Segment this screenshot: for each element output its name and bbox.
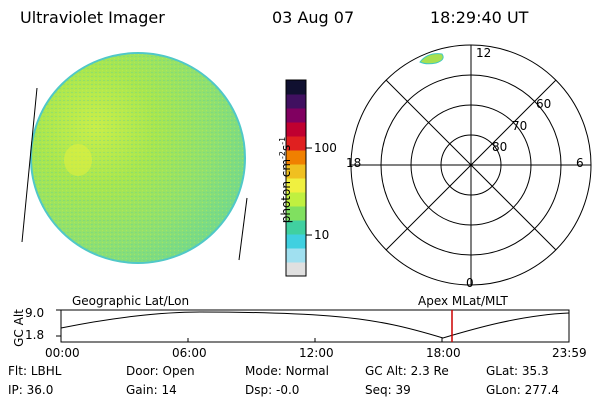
colorbar-tick-10: 10: [314, 228, 330, 242]
filter-value: LBHL: [30, 364, 62, 378]
colorbar-segment: [286, 192, 306, 207]
colorbar-segment: [286, 80, 306, 95]
colorbar-segment: [286, 248, 306, 263]
ip-info: IP: 36.0: [8, 383, 54, 397]
gain-value: 14: [161, 383, 177, 397]
glat-info: GLat: 35.3: [486, 364, 549, 378]
colorbar: [285, 79, 307, 277]
door-info: Door: Open: [126, 364, 195, 378]
polar-diag-2: [385, 79, 557, 251]
colorbar-segment: [286, 164, 306, 179]
colorbar-segment: [286, 178, 306, 193]
colorbar-segment: [286, 234, 306, 249]
colorbar-border: [285, 79, 307, 277]
orbit-altitude-curve: [60, 311, 570, 339]
orbit-right-title: Apex MLat/MLT: [418, 294, 508, 308]
mlt-label-0: 0: [466, 276, 474, 290]
ip-value: 36.0: [26, 383, 54, 397]
lat-label-70: 70: [512, 119, 528, 133]
orbit-left-title: Geographic Lat/Lon: [72, 294, 190, 308]
colorbar-segment: [286, 94, 306, 109]
dsp-info: Dsp: -0.0: [245, 383, 300, 397]
disk-limb: [30, 52, 246, 264]
filter-info: Flt: LBHL: [8, 364, 62, 378]
fov-edge-left: [21, 87, 38, 243]
date-label: 03 Aug 07: [272, 8, 355, 27]
colorbar-tick-100: 100: [314, 141, 337, 155]
colorbar-segment: [286, 136, 306, 151]
gcalt-value: 2.3 Re: [410, 364, 449, 378]
xtick-0: 00:00: [45, 346, 80, 360]
xtick-1: 06:00: [172, 346, 207, 360]
lat-label-80: 80: [492, 140, 508, 154]
glon-value: 277.4: [524, 383, 559, 397]
colorbar-ticks: [306, 147, 312, 236]
mode-info: Mode: Normal: [245, 364, 329, 378]
orbit-ymin-label: 1.8: [25, 328, 45, 342]
mlt-label-18: 18: [346, 156, 362, 170]
disk-speckle: [31, 53, 245, 263]
fov-edge-right: [238, 197, 248, 261]
colorbar-segment: [286, 206, 306, 221]
gcalt-info: GC Alt: 2.3 Re: [365, 364, 449, 378]
colorbar-segment: [286, 220, 306, 235]
colorbar-segment: [286, 150, 306, 165]
xtick-3: 18:00: [426, 346, 461, 360]
mode-value: Normal: [285, 364, 329, 378]
colorbar-segment: [286, 122, 306, 137]
dsp-value: -0.0: [275, 383, 300, 397]
time-label: 18:29:40 UT: [430, 8, 529, 27]
mlt-label-12: 12: [476, 46, 492, 60]
orbit-ymax-label: 9.0: [25, 306, 45, 320]
xtick-2: 12:00: [299, 346, 334, 360]
bright-spot: [64, 144, 92, 176]
door-value: Open: [162, 364, 195, 378]
mlt-label-6: 6: [576, 156, 584, 170]
instrument-title: Ultraviolet Imager: [20, 8, 165, 27]
polar-aurora-patch: [419, 53, 444, 65]
xtick-4: 23:59: [552, 346, 587, 360]
seq-info: Seq: 39: [365, 383, 411, 397]
gain-info: Gain: 14: [126, 383, 177, 397]
lat-label-60: 60: [536, 97, 552, 111]
seq-value: 39: [395, 383, 411, 397]
glat-value: 35.3: [521, 364, 549, 378]
colorbar-segment: [286, 108, 306, 123]
glon-info: GLon: 277.4: [486, 383, 559, 397]
colorbar-segment: [286, 262, 306, 277]
